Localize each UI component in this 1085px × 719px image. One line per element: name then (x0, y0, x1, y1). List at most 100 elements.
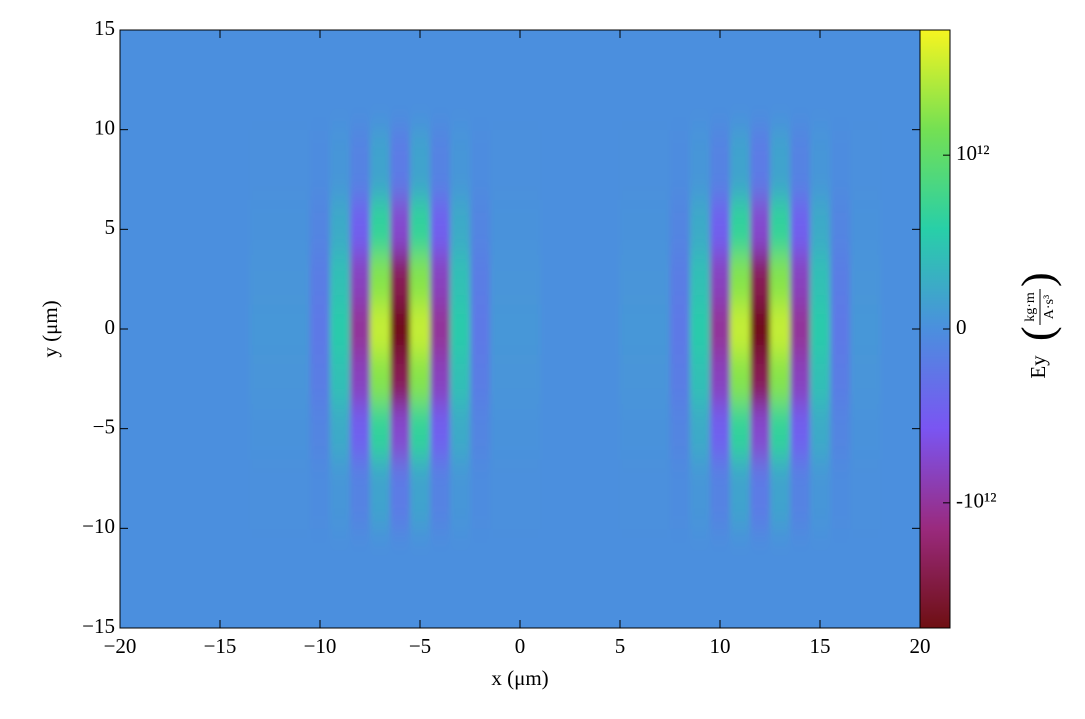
x-tick-label: −15 (204, 634, 237, 658)
heatmap-cell (850, 199, 881, 255)
heatmap-cell (410, 353, 431, 405)
heatmap-cell (770, 129, 791, 201)
heatmap-cell (790, 304, 811, 355)
heatmap-cell (450, 30, 471, 131)
heatmap-cell (330, 30, 351, 131)
heatmap-cell (620, 528, 671, 628)
heatmap-cell (490, 458, 541, 529)
heatmap-cell (790, 199, 811, 255)
heatmap-cell (370, 458, 391, 529)
heatmap-cell (850, 458, 881, 529)
heatmap-cell (490, 528, 541, 628)
heatmap-cell (770, 254, 791, 305)
heatmap-cell (350, 254, 371, 305)
colorbar-tick-label: -10¹² (956, 489, 997, 513)
heatmap-cell (470, 353, 491, 405)
heatmap-cell (250, 304, 311, 355)
heatmap-cell (310, 458, 331, 529)
heatmap-cell (120, 30, 251, 131)
heatmap-cell (370, 129, 391, 201)
heatmap-cell (850, 403, 881, 460)
heatmap-cell (350, 403, 371, 460)
heatmap-cell (540, 458, 621, 529)
heatmap-cell (670, 528, 691, 628)
heatmap-cell (670, 30, 691, 131)
heatmap-cell (410, 30, 431, 131)
heatmap-cell (450, 199, 471, 255)
heatmap-cell (750, 30, 771, 131)
heatmap-cell (330, 199, 351, 255)
heatmap-cell (330, 304, 351, 355)
heatmap-cell (690, 199, 711, 255)
paren: ) (1013, 272, 1062, 287)
y-tick-label: −10 (82, 514, 115, 538)
y-tick-label: 0 (105, 315, 116, 339)
heatmap-cell (850, 353, 881, 405)
heatmap-cell (810, 30, 831, 131)
heatmap-cell (250, 353, 311, 405)
heatmap-cell (810, 353, 831, 405)
heatmap-cell (430, 353, 451, 405)
heatmap-cell (370, 254, 391, 305)
heatmap-cell (410, 199, 431, 255)
heatmap-cell (830, 353, 851, 405)
heatmap-cell (750, 528, 771, 628)
heatmap-cell (730, 353, 751, 405)
heatmap-cell (850, 129, 881, 201)
heatmap-cell (750, 254, 771, 305)
heatmap-cell (310, 353, 331, 405)
heatmap-cell (450, 403, 471, 460)
heatmap-cell (880, 199, 920, 255)
heatmap-cell (120, 353, 251, 405)
heatmap-cell (710, 304, 731, 355)
heatmap-cell (620, 458, 671, 529)
heatmap-cell (880, 403, 920, 460)
heatmap-cell (850, 528, 881, 628)
heatmap-cell (880, 458, 920, 529)
heatmap-cell (830, 129, 851, 201)
heatmap-cell (430, 458, 451, 529)
heatmap-cell (350, 528, 371, 628)
heatmap-cell (690, 30, 711, 131)
heatmap-cell (830, 304, 851, 355)
heatmap-cell (490, 254, 541, 305)
heatmap-cell (450, 353, 471, 405)
heatmap-cell (670, 304, 691, 355)
heatmap-cell (250, 403, 311, 460)
heatmap-cell (350, 30, 371, 131)
heatmap-cell (710, 458, 731, 529)
heatmap-cell (250, 129, 311, 201)
heatmap-cell (430, 403, 451, 460)
heatmap-cell (690, 528, 711, 628)
y-axis-label: y (μm) (38, 300, 62, 357)
x-tick-label: −20 (104, 634, 137, 658)
heatmap-cell (710, 528, 731, 628)
heatmap-cell (390, 528, 411, 628)
y-tick-label: 5 (105, 215, 116, 239)
heatmap-cell (770, 353, 791, 405)
heatmap-cell (690, 403, 711, 460)
heatmap-cell (540, 528, 621, 628)
heatmap-cell (450, 129, 471, 201)
heatmap-cell (470, 403, 491, 460)
heatmap-cell (790, 528, 811, 628)
heatmap-cell (120, 199, 251, 255)
heatmap-cell (370, 528, 391, 628)
heatmap-cell (620, 353, 671, 405)
heatmap-cell (350, 199, 371, 255)
heatmap-cell (730, 129, 751, 201)
heatmap-cell (430, 30, 451, 131)
heatmap-cell (470, 129, 491, 201)
heatmap-cell (330, 254, 351, 305)
heatmap-cell (350, 304, 371, 355)
heatmap-cell (750, 403, 771, 460)
heatmap-cell (710, 254, 731, 305)
heatmap-cell (750, 199, 771, 255)
heatmap-cell (710, 30, 731, 131)
heatmap-cell (120, 528, 251, 628)
heatmap-cell (350, 458, 371, 529)
heatmap-cell (330, 353, 351, 405)
heatmap-cell (390, 353, 411, 405)
heatmap-cell (710, 403, 731, 460)
